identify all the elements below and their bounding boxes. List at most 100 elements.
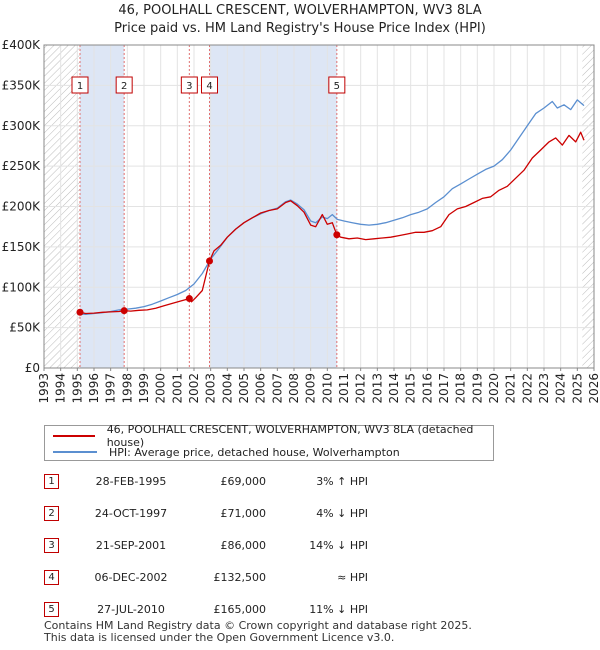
x-tick-label: 2002 xyxy=(187,373,201,404)
x-tick-label: 2018 xyxy=(454,373,468,404)
x-tick-label: 2026 xyxy=(587,373,600,404)
x-tick-label: 1997 xyxy=(104,373,118,404)
x-tick-label: 2011 xyxy=(337,373,351,404)
transaction-number-badge: 5 xyxy=(44,602,59,617)
footer-license: This data is licensed under the Open Gov… xyxy=(44,631,395,644)
x-tick-label: 2025 xyxy=(570,373,584,404)
table-row: 5 27-JUL-2010 £165,000 11% ↓ HPI xyxy=(44,602,464,618)
transaction-hpi-diff: 3% ↑ HPI xyxy=(316,475,368,488)
transaction-marker-text: 2 xyxy=(121,81,127,92)
x-tick-label: 2017 xyxy=(437,373,451,404)
y-tick-label: £350K xyxy=(2,78,42,92)
x-tick-label: 2020 xyxy=(487,373,501,404)
x-tick-label: 2014 xyxy=(387,373,401,404)
y-tick-label: £50K xyxy=(9,321,41,335)
transaction-date: 06-DEC-2002 xyxy=(94,571,168,584)
transaction-marker-label-1: 1 xyxy=(71,76,89,94)
transaction-number-badge: 2 xyxy=(44,506,59,521)
chart-title: 46, POOLHALL CRESCENT, WOLVERHAMPTON, WV… xyxy=(118,3,482,18)
sale-point-5 xyxy=(333,231,341,239)
price-chart: 1 2 3 4 5 £0 £50K £100K £150K £200K £250K £300K £35… xyxy=(2,38,600,404)
x-tick-label: 2009 xyxy=(304,373,318,404)
x-tick-label: 2022 xyxy=(520,373,534,404)
transaction-marker-text: 3 xyxy=(186,81,192,92)
x-tick-label: 2007 xyxy=(270,373,284,404)
x-tick-label: 1993 xyxy=(37,373,51,404)
sale-point-1 xyxy=(76,308,84,316)
transaction-marker-label-4: 4 xyxy=(201,76,218,94)
y-tick-label: £300K xyxy=(2,119,42,133)
legend-swatch-hpi xyxy=(53,451,97,453)
transaction-marker-box xyxy=(201,76,218,94)
transaction-price: £165,000 xyxy=(213,603,267,616)
y-tick-label: £250K xyxy=(2,159,42,173)
x-tick-label: 2016 xyxy=(420,373,434,404)
x-tick-label: 2006 xyxy=(254,373,268,404)
legend-item-price: 46, POOLHALL CRESCENT, WOLVERHAMPTON, WV… xyxy=(53,423,493,449)
transaction-date: 28-FEB-1995 xyxy=(95,475,167,488)
transaction-marker-box xyxy=(180,76,198,94)
x-tick-label: 2000 xyxy=(154,373,168,404)
transaction-price: £132,500 xyxy=(213,571,267,584)
transaction-marker-box xyxy=(115,76,133,94)
transaction-hpi-diff: ≈ HPI xyxy=(337,571,368,584)
transaction-number-badge: 4 xyxy=(44,570,59,585)
x-tick-label: 2005 xyxy=(237,373,251,404)
transaction-price: £86,000 xyxy=(220,539,267,552)
price-series-line xyxy=(79,131,585,315)
legend-label-hpi: HPI: Average price, detached house, Wolv… xyxy=(109,445,400,459)
y-tick-label: £200K xyxy=(2,200,42,214)
x-tick-label: 2013 xyxy=(370,373,384,404)
legend-item-hpi: HPI: Average price, detached house, Wolv… xyxy=(53,444,400,460)
x-tick-label: 2021 xyxy=(504,373,518,404)
x-tick-label: 1999 xyxy=(137,373,151,404)
x-tick-label: 2023 xyxy=(537,373,551,404)
table-row: 1 28-FEB-1995 £69,000 3% ↑ HPI xyxy=(44,474,464,490)
y-tick-label: £150K xyxy=(2,240,42,254)
y-tick-label: £0 xyxy=(25,361,40,375)
x-tick-label: 1994 xyxy=(54,373,68,404)
transaction-hpi-diff: 4% ↓ HPI xyxy=(316,507,368,520)
transaction-price: £69,000 xyxy=(220,475,267,488)
x-tick-label: 2003 xyxy=(204,373,218,404)
transaction-marker-text: 4 xyxy=(206,81,212,92)
x-tick-label: 2004 xyxy=(220,373,234,404)
x-tick-label: 2001 xyxy=(170,373,184,404)
transaction-hpi-diff: 14% ↓ HPI xyxy=(309,539,368,552)
sale-point-4 xyxy=(206,257,213,265)
transaction-marker-text: 1 xyxy=(77,81,83,92)
table-row: 2 24-OCT-1997 £71,000 4% ↓ HPI xyxy=(44,506,464,522)
transaction-marker-text: 5 xyxy=(334,81,340,92)
x-tick-label: 2015 xyxy=(404,373,418,404)
transaction-marker-label-2: 2 xyxy=(115,76,133,94)
legend-label-price: 46, POOLHALL CRESCENT, WOLVERHAMPTON, WV… xyxy=(106,423,474,449)
transaction-marker-box xyxy=(71,76,89,94)
table-row: 4 06-DEC-2002 £132,500 ≈ HPI xyxy=(44,570,464,586)
transaction-number-badge: 1 xyxy=(44,474,59,489)
sale-point-2 xyxy=(120,307,128,315)
footer-credits: Contains HM Land Registry data © Crown c… xyxy=(44,620,472,644)
x-tick-label: 2012 xyxy=(354,373,368,404)
transaction-number-badge: 3 xyxy=(44,538,59,553)
x-tick-label: 1998 xyxy=(120,373,134,404)
x-tick-label: 1995 xyxy=(70,373,84,404)
legend-swatch-price xyxy=(53,435,95,437)
transaction-marker-box xyxy=(328,76,346,94)
transaction-hpi-diff: 11% ↓ HPI xyxy=(309,603,368,616)
transaction-date: 27-JUL-2010 xyxy=(97,603,165,616)
x-tick-label: 2024 xyxy=(554,373,568,404)
chart-legend: 46, POOLHALL CRESCENT, WOLVERHAMPTON, WV… xyxy=(44,423,494,461)
x-tick-label: 1996 xyxy=(87,373,101,404)
transaction-date: 21-SEP-2001 xyxy=(95,539,167,552)
x-tick-label: 2019 xyxy=(470,373,484,404)
x-tick-label: 2008 xyxy=(287,373,301,404)
y-tick-label: £100K xyxy=(2,280,42,294)
transaction-marker-label-3: 3 xyxy=(180,76,198,94)
hpi-series-line xyxy=(77,99,585,315)
transaction-marker-label-5: 5 xyxy=(328,76,346,94)
footer-copyright: Contains HM Land Registry data © Crown c… xyxy=(44,619,472,632)
x-tick-label: 2010 xyxy=(320,373,334,404)
table-row: 3 21-SEP-2001 £86,000 14% ↓ HPI xyxy=(44,538,464,554)
chart-subtitle: Price paid vs. HM Land Registry's House … xyxy=(114,21,486,36)
transaction-date: 24-OCT-1997 xyxy=(94,507,168,520)
